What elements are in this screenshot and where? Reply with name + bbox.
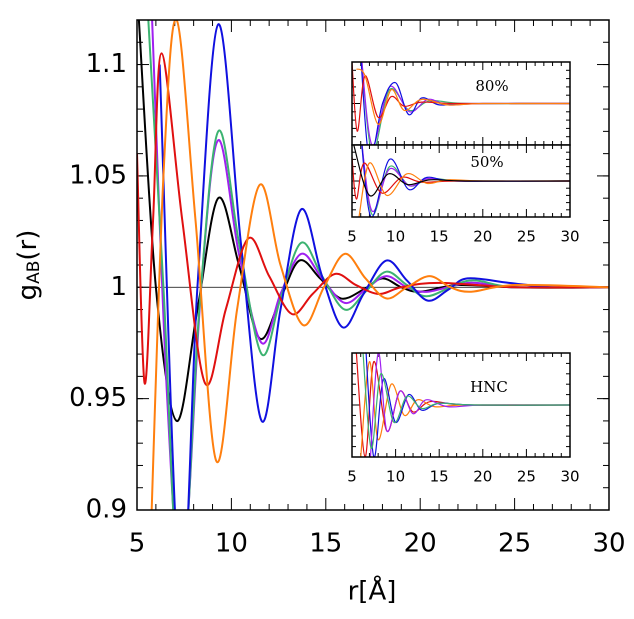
series-group	[137, 20, 609, 510]
x-tick-label: 30	[592, 529, 625, 559]
y-label-sub: AB	[24, 261, 44, 284]
series-line	[151, 20, 609, 510]
series-line	[355, 68, 570, 125]
x-tick-label: 15	[430, 228, 449, 246]
x-tick-label: 15	[309, 529, 342, 559]
series-group	[355, 353, 570, 457]
series-line	[158, 23, 609, 510]
x-tick-label: 10	[386, 228, 405, 246]
x-tick-label: 20	[473, 468, 492, 486]
x-tick-label: 10	[215, 529, 248, 559]
y-axis-label: gAB(r)	[13, 230, 45, 301]
x-tick-label: 25	[517, 228, 536, 246]
series-line	[353, 145, 570, 197]
y-label-base: g	[13, 284, 43, 301]
x-tick-label: 20	[404, 529, 437, 559]
series-group	[352, 145, 570, 217]
x-axis-label: r[Å]	[348, 575, 397, 607]
y-tick-label: 1.1	[86, 49, 127, 79]
plot-frame	[351, 144, 571, 218]
inset-title: 50%	[470, 153, 503, 171]
plot-frame	[351, 352, 571, 458]
series-line	[150, 20, 609, 510]
series-line	[352, 62, 570, 132]
x-tick-label: 25	[498, 529, 531, 559]
inset-title: HNC	[470, 378, 508, 396]
y-label-rest: (r)	[13, 230, 43, 261]
x-tick-label: 5	[129, 529, 146, 559]
y-tick-label: 1.05	[69, 160, 127, 190]
y-tick-label: 1	[110, 272, 127, 302]
x-tick-label: 5	[347, 228, 357, 246]
x-tick-label: 20	[473, 228, 492, 246]
series-group	[352, 62, 570, 145]
series-line	[362, 353, 570, 449]
x-tick-label: 5	[347, 468, 357, 486]
y-tick-label: 0.95	[69, 383, 127, 413]
x-tick-label: 15	[430, 468, 449, 486]
y-tick-label: 0.9	[86, 495, 127, 525]
inset-title: 80%	[475, 77, 508, 95]
series-line	[360, 361, 570, 457]
plot-frame	[136, 19, 610, 511]
x-tick-label: 10	[386, 468, 405, 486]
x-tick-label: 30	[560, 228, 579, 246]
x-tick-label: 25	[517, 468, 536, 486]
x-tick-label: 30	[560, 468, 579, 486]
